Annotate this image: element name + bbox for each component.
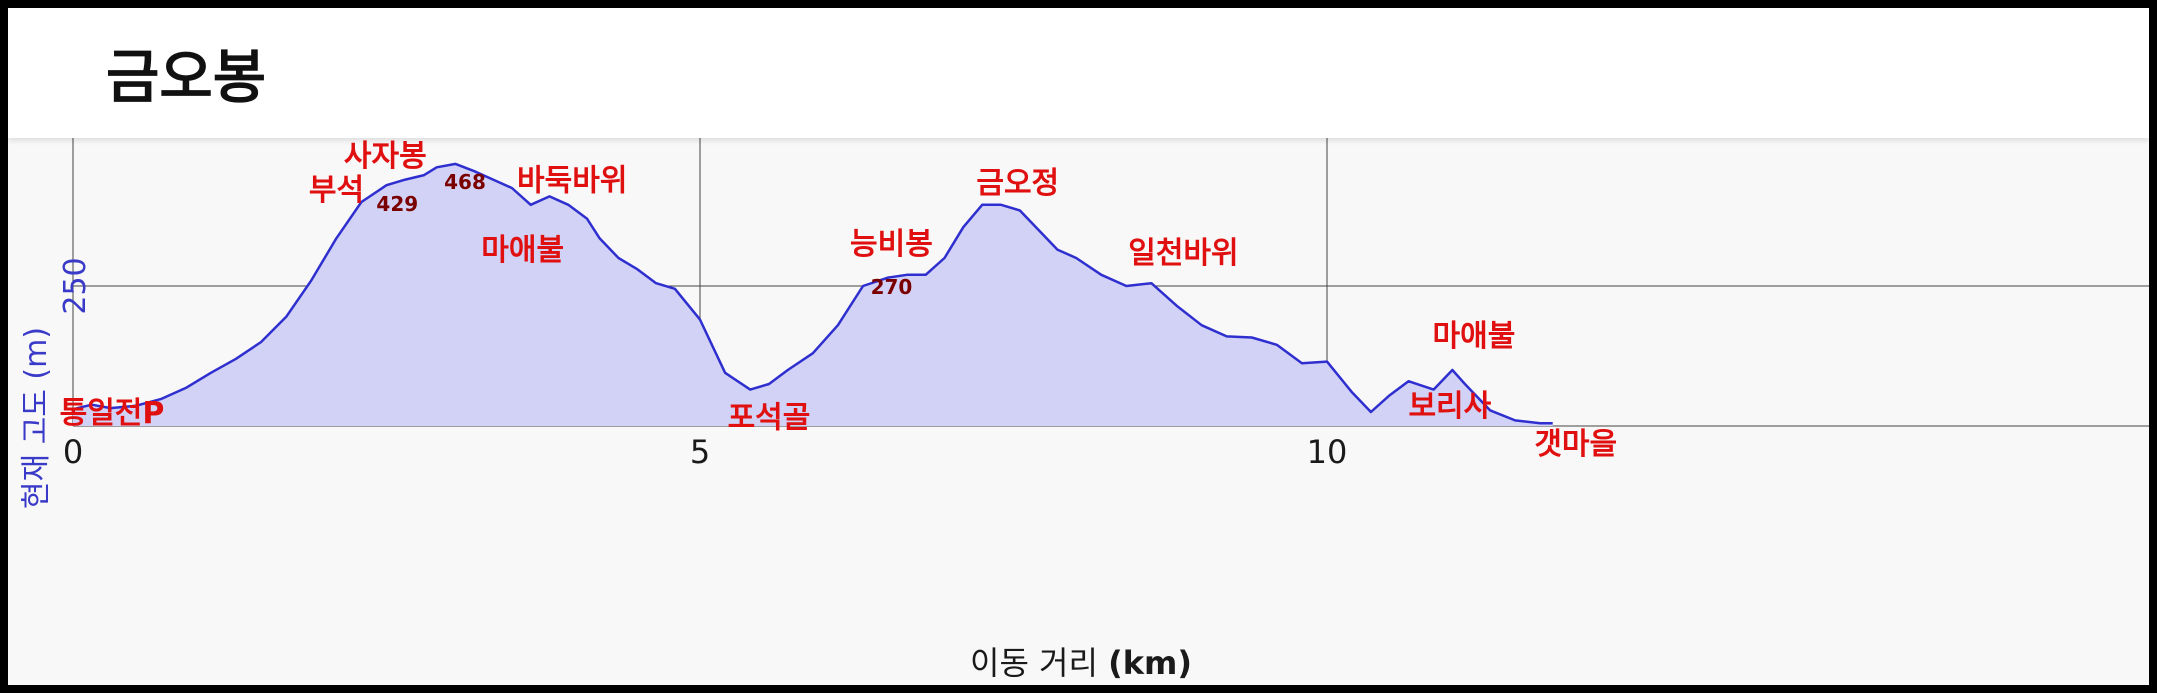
- x-tick-label: 10: [1307, 433, 1348, 471]
- place-label: 사자봉: [344, 139, 427, 174]
- place-label: 일천바위: [1128, 236, 1238, 271]
- axis-ticks: 0 5 10 250: [58, 257, 1347, 471]
- place-label: 능비봉: [850, 227, 933, 262]
- x-tick-label: 0: [63, 433, 83, 471]
- place-label: 보리사: [1408, 389, 1491, 424]
- elevation-value-label: 429: [376, 192, 418, 216]
- place-label: 포석골: [728, 401, 811, 436]
- place-label: 통일전P: [60, 396, 165, 431]
- place-label: 마애불: [481, 233, 564, 268]
- y-tick-label: 250: [58, 257, 93, 314]
- annotation-layer: 통일전P부석사자봉429금오봉468바둑바위마애불포석골능비봉270금오정일천바…: [60, 107, 1618, 462]
- elevation-area: [73, 163, 1553, 426]
- place-label: 바둑바위: [517, 163, 627, 198]
- place-label: 마애불: [1433, 319, 1516, 354]
- elevation-value-label: 270: [871, 275, 913, 299]
- x-axis-label-text: 이동 거리: [970, 644, 1108, 682]
- x-axis-label-unit: (km): [1108, 644, 1192, 682]
- header: 금오봉: [8, 8, 2149, 138]
- x-axis-label: 이동 거리 (km): [970, 644, 1192, 682]
- place-label: 금오정: [976, 166, 1059, 201]
- x-tick-label: 5: [690, 433, 710, 471]
- place-label: 갯마을: [1534, 427, 1617, 462]
- place-label: 부석: [309, 173, 364, 208]
- y-axis-label: 현재 고도 (m): [19, 327, 54, 509]
- elevation-line: [72, 162, 1553, 425]
- elevation-value-label: 468: [444, 170, 486, 194]
- elevation-chart: 통일전P부석사자봉429금오봉468바둑바위마애불포석골능비봉270금오정일천바…: [19, 107, 2149, 682]
- page-title: 금오봉: [106, 43, 267, 111]
